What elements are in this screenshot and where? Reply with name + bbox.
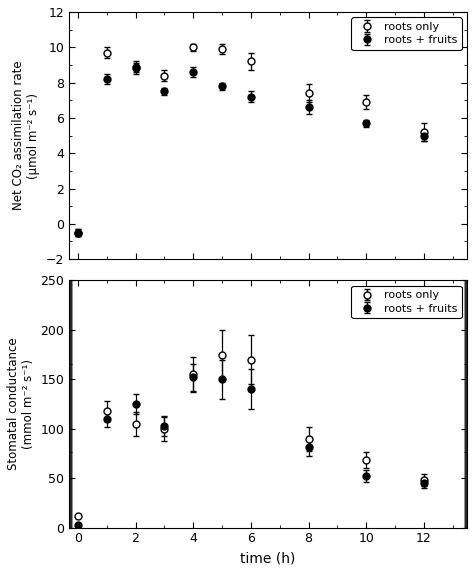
Text: A: A: [446, 19, 459, 37]
X-axis label: time (h): time (h): [240, 551, 296, 565]
Text: B: B: [447, 288, 459, 306]
Y-axis label: Net CO₂ assimilation rate
(μmol m⁻² s⁻¹): Net CO₂ assimilation rate (μmol m⁻² s⁻¹): [12, 61, 40, 210]
Legend: roots only, roots + fruits: roots only, roots + fruits: [351, 18, 462, 50]
Legend: roots only, roots + fruits: roots only, roots + fruits: [351, 286, 462, 318]
Y-axis label: Stomatal conductance
(mmol m⁻² s⁻¹): Stomatal conductance (mmol m⁻² s⁻¹): [7, 337, 35, 470]
